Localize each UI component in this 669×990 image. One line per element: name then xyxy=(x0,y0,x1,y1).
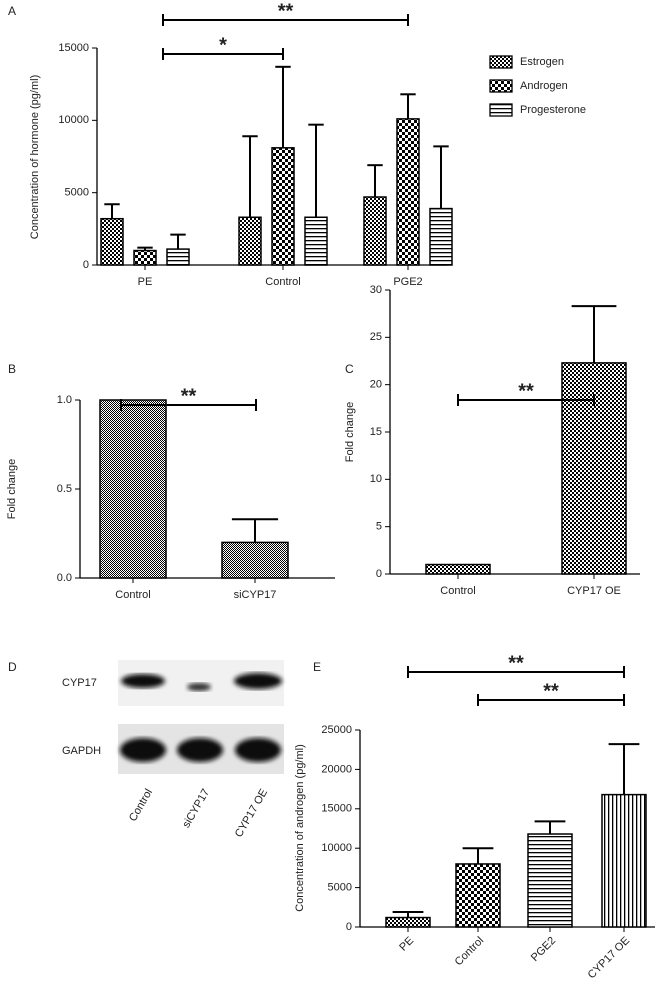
y-tick-label: 0.0 xyxy=(57,572,72,584)
y-tick-label: 15 xyxy=(370,426,382,438)
significance-label: * xyxy=(219,34,227,56)
bar xyxy=(396,118,420,266)
lane-label: siCYP17 xyxy=(180,787,212,830)
y-tick-label: 10000 xyxy=(58,114,89,126)
legend-swatch xyxy=(489,79,513,93)
x-tick-label: CYP17 OE xyxy=(586,935,633,982)
band xyxy=(187,683,211,691)
bar xyxy=(304,216,328,266)
y-tick-label: 15000 xyxy=(58,42,89,54)
bar xyxy=(527,833,573,928)
y-tick-label: 0 xyxy=(376,568,382,580)
legend-label: Androgen xyxy=(520,80,568,92)
band xyxy=(120,738,166,762)
legend-label: Estrogen xyxy=(520,56,564,68)
bar xyxy=(221,541,289,579)
row-label: GAPDH xyxy=(62,745,101,757)
bar xyxy=(99,399,167,579)
y-tick-label: 1.0 xyxy=(57,394,72,406)
y-tick-label: 5000 xyxy=(65,187,89,199)
y-tick-label: 15000 xyxy=(321,803,352,815)
x-tick-label: Control xyxy=(440,585,475,597)
y-axis-label: Fold change xyxy=(344,402,356,463)
x-tick-label: Control xyxy=(115,589,150,601)
western-blot: D CYP17 GAPDH Control siCYP17 CYP17 OE xyxy=(8,660,284,840)
y-tick-label: 10 xyxy=(370,473,382,485)
x-tick-label: CYP17 OE xyxy=(567,585,621,597)
y-tick-label: 25 xyxy=(370,331,382,343)
bar xyxy=(363,196,387,266)
y-tick-label: 10000 xyxy=(321,842,352,854)
x-tick-label: Control xyxy=(265,276,300,288)
x-tick-label: PE xyxy=(138,276,153,288)
bar xyxy=(601,793,647,928)
band xyxy=(121,674,165,688)
panel-label: D xyxy=(8,660,17,674)
bar xyxy=(455,863,501,928)
y-axis-label: Concentration of hormone (pg/ml) xyxy=(29,75,41,239)
panel-label: C xyxy=(345,362,354,376)
significance-label: ** xyxy=(508,652,524,674)
y-axis-label: Concentration of androgen (pg/ml) xyxy=(294,744,306,912)
y-axis-label: Fold change xyxy=(6,459,18,520)
significance-label: ** xyxy=(543,680,559,702)
bar xyxy=(429,207,453,266)
y-tick-label: 20 xyxy=(370,379,382,391)
band xyxy=(234,673,282,689)
y-tick-label: 5000 xyxy=(328,882,352,894)
x-tick-label: siCYP17 xyxy=(234,589,277,601)
band xyxy=(235,738,281,762)
bar xyxy=(100,217,124,266)
bar xyxy=(238,216,262,266)
y-tick-label: 30 xyxy=(370,284,382,296)
bar xyxy=(133,249,157,266)
panel-label: A xyxy=(8,4,16,18)
y-tick-label: 0 xyxy=(346,921,352,933)
x-tick-label: Control xyxy=(453,935,487,969)
y-tick-label: 25000 xyxy=(321,724,352,736)
significance-label: ** xyxy=(181,385,197,407)
panel-label: E xyxy=(313,660,321,674)
legend-swatch xyxy=(489,103,513,117)
bar xyxy=(385,916,431,928)
x-tick-label: PGE2 xyxy=(529,935,558,964)
legend-label: Progesterone xyxy=(520,104,586,116)
x-tick-label: PE xyxy=(397,935,416,954)
bar xyxy=(271,147,295,266)
y-tick-label: 0 xyxy=(83,259,89,271)
bar xyxy=(166,248,190,266)
y-tick-label: 0.5 xyxy=(57,483,72,495)
band xyxy=(177,738,223,762)
bar xyxy=(425,563,491,575)
legend-swatch xyxy=(489,55,513,69)
significance-label: ** xyxy=(518,380,534,402)
x-tick-label: PGE2 xyxy=(393,276,422,288)
row-label: CYP17 xyxy=(62,677,97,689)
significance-label: ** xyxy=(278,0,294,22)
lane-label: Control xyxy=(127,787,155,824)
y-tick-label: 20000 xyxy=(321,763,352,775)
lane-label: CYP17 OE xyxy=(233,787,270,840)
y-tick-label: 5 xyxy=(376,521,382,533)
panel-label: B xyxy=(8,362,16,376)
